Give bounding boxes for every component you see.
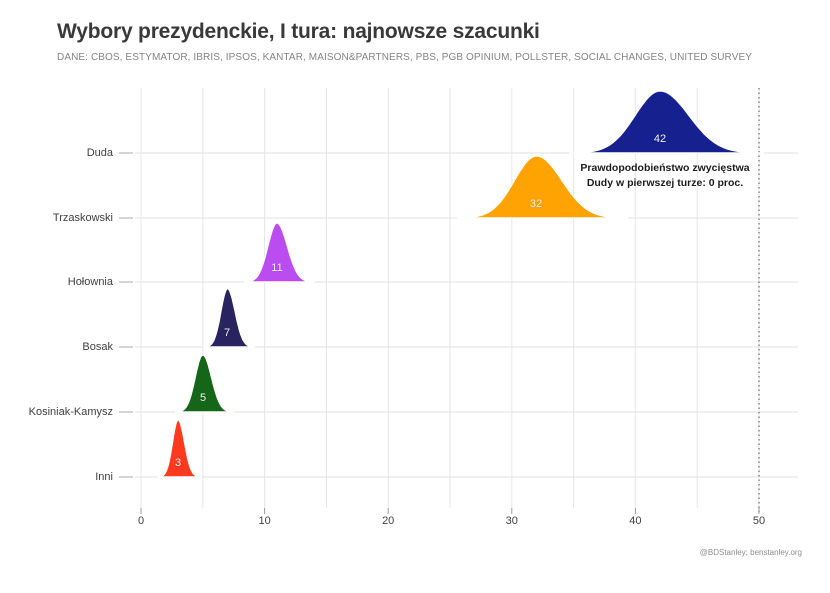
- density-curve-kosiniak-kamysz: [175, 354, 235, 413]
- y-axis-label-kosiniak-kamysz: Kosiniak-Kamysz: [28, 406, 113, 418]
- x-tick-20: 20: [382, 515, 395, 527]
- x-tick-10: 10: [258, 515, 271, 527]
- value-label-duda: 42: [653, 133, 667, 145]
- y-axis-label-inni: Inni: [95, 471, 113, 483]
- density-curve-bosak: [203, 288, 256, 348]
- win-probability-annotation: Prawdopodobieństwo zwycięstwa Dudy w pie…: [565, 161, 765, 191]
- annotation-line-2: Dudy w pierwszej turze: 0 proc.: [586, 177, 744, 189]
- value-label-holownia: 11: [271, 262, 283, 274]
- x-tick-40: 40: [629, 515, 642, 527]
- annotation-line-1: Prawdopodobieństwo zwycięstwa: [580, 162, 750, 174]
- density-curve-trzaskowski: [456, 155, 629, 219]
- value-label-kosiniak-kamysz: 5: [199, 392, 207, 404]
- author-credit: @BDStanley; benstanley.org: [699, 548, 802, 557]
- value-label-bosak: 7: [223, 327, 231, 339]
- x-tick-0: 0: [137, 515, 145, 527]
- x-tick-50: 50: [752, 515, 766, 527]
- chart-title: Wybory prezydenckie, I tura: najnowsze s…: [57, 20, 540, 43]
- y-axis-label-bosak: Bosak: [82, 341, 113, 353]
- chart-subtitle: DANE: CBOS, ESTYMATOR, IBRIS, IPSOS, KAN…: [57, 52, 753, 63]
- y-axis-label-duda: Duda: [86, 147, 113, 159]
- density-curve-hołownia: [243, 222, 315, 283]
- density-curve-inni: [157, 419, 202, 478]
- value-label-trzaskowski: 32: [529, 198, 543, 210]
- density-curve-duda: [569, 90, 765, 154]
- x-tick-30: 30: [505, 515, 518, 527]
- value-label-inni: 3: [174, 457, 182, 469]
- y-axis-label-trzaskowski: Trzaskowski: [52, 212, 113, 224]
- y-axis-label-holownia: Hołownia: [67, 276, 113, 288]
